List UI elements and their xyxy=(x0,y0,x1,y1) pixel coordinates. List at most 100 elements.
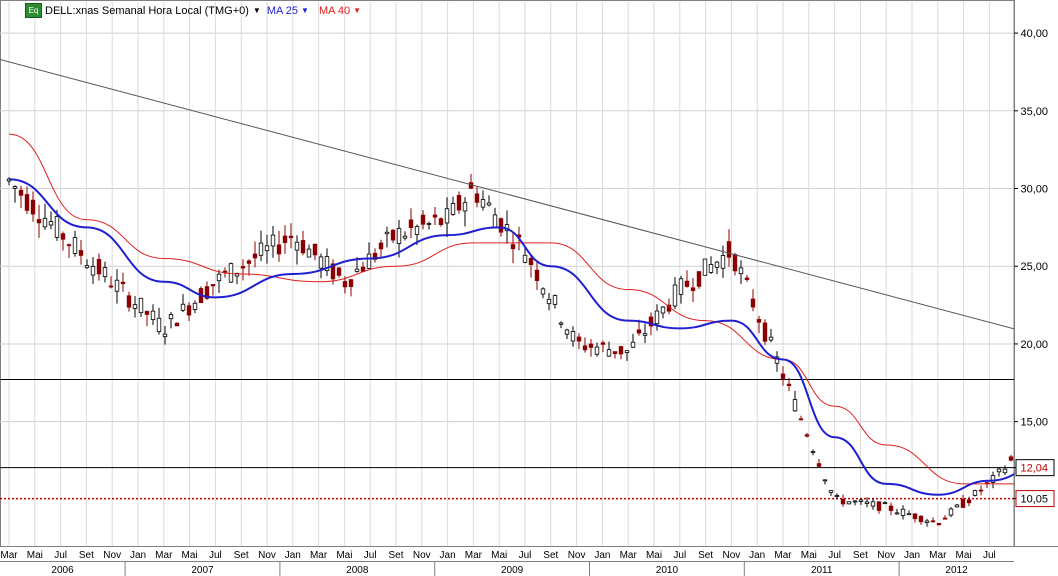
candle-body xyxy=(210,284,216,287)
candle-body xyxy=(246,260,252,264)
candle-body xyxy=(240,266,246,269)
candle-body xyxy=(492,214,498,229)
candle-body xyxy=(630,341,636,348)
month-label: Mai xyxy=(182,550,198,561)
candle-body xyxy=(918,515,924,523)
candle-body xyxy=(828,490,834,493)
candle-body xyxy=(228,263,234,283)
candle-body xyxy=(312,243,318,256)
candle-body xyxy=(102,267,108,278)
candle-body xyxy=(654,310,660,325)
month-label: Set xyxy=(234,550,249,561)
year-label: 2006 xyxy=(51,565,74,576)
candle-body xyxy=(660,306,666,314)
candle-body xyxy=(486,202,492,206)
chart-header: Eq DELL:xnas Semanal Hora Local (TMG+0) … xyxy=(25,3,361,18)
candle-body xyxy=(924,520,930,523)
candle-body xyxy=(774,356,780,364)
month-label: Mai xyxy=(491,550,507,561)
price-tag-box xyxy=(1015,490,1055,508)
month-label: Jan xyxy=(285,550,301,561)
candle-body xyxy=(1008,456,1014,461)
candle-body xyxy=(570,331,576,342)
axis-tick-label: 10,05 xyxy=(1020,494,1048,506)
candle-body xyxy=(480,199,486,208)
year-label: 2011 xyxy=(811,565,833,576)
candle-body xyxy=(930,520,936,523)
symbol-dropdown-icon[interactable]: ▼ xyxy=(252,6,261,15)
candle-body xyxy=(384,231,390,235)
candle-body xyxy=(474,193,480,203)
month-label: Mar xyxy=(465,550,483,561)
axis-tick-label: 25,00 xyxy=(1020,261,1048,273)
axis-background xyxy=(1014,0,1058,546)
month-label: Jul xyxy=(209,550,222,561)
candle-body xyxy=(510,244,516,250)
axis-tick-label: 12,04 xyxy=(1020,463,1048,475)
candle-body xyxy=(306,248,312,258)
candle-body xyxy=(138,297,144,314)
year-label: 2012 xyxy=(945,565,968,576)
candle-body xyxy=(48,221,54,226)
ma40-line xyxy=(8,133,1058,485)
axis-tick-label: 30,00 xyxy=(1020,184,1048,196)
candle-body xyxy=(96,258,102,275)
candle-body xyxy=(150,310,156,320)
candle-body xyxy=(528,258,534,265)
month-label: Jul xyxy=(983,550,996,561)
candle-body xyxy=(876,501,882,511)
symbol-label[interactable]: DELL:xnas Semanal Hora Local (TMG+0) xyxy=(45,4,249,17)
candle-body xyxy=(684,280,690,287)
month-label: Mar xyxy=(929,550,947,561)
month-label: Nov xyxy=(723,550,741,561)
ma25-dropdown-icon[interactable]: ▼ xyxy=(301,6,309,15)
candle-body xyxy=(276,244,282,255)
month-label: Mai xyxy=(646,550,662,561)
candle-body xyxy=(942,517,948,520)
month-label: Mai xyxy=(956,550,972,561)
candle-body xyxy=(144,311,150,315)
candle-body xyxy=(906,513,912,516)
candle-body xyxy=(204,286,210,299)
month-label: Nov xyxy=(413,550,431,561)
candle-body xyxy=(12,186,18,189)
month-label: Mar xyxy=(0,550,18,561)
candle-body xyxy=(324,256,330,271)
candle-body xyxy=(336,267,342,276)
candle-body xyxy=(54,216,60,238)
candle-body xyxy=(564,329,570,335)
candle-body xyxy=(978,489,984,492)
candle-body xyxy=(18,189,24,196)
candle-body xyxy=(600,342,606,345)
candle-body xyxy=(372,252,378,260)
candle-body xyxy=(804,434,810,437)
candle-body xyxy=(852,500,858,503)
candle-body xyxy=(996,468,1002,473)
candle-body xyxy=(438,218,444,225)
candle-body xyxy=(720,255,726,269)
candle-body xyxy=(642,333,648,336)
candle-body xyxy=(348,279,354,287)
candle-body xyxy=(846,501,852,505)
trendline-group xyxy=(0,59,1058,342)
candle-body xyxy=(780,373,786,379)
candle-body xyxy=(342,281,348,288)
candle-body xyxy=(432,214,438,218)
month-label: Mar xyxy=(620,550,638,561)
candle-body xyxy=(738,267,744,275)
candle-body xyxy=(270,234,276,247)
candle-body xyxy=(558,322,564,325)
axis-tick-label: 20,00 xyxy=(1020,339,1048,351)
ma25-label[interactable]: MA 25 xyxy=(266,4,299,17)
candle-body xyxy=(948,508,954,516)
candle-body xyxy=(234,272,240,277)
candle-body xyxy=(360,266,366,272)
ma40-dropdown-icon[interactable]: ▼ xyxy=(353,6,362,15)
candle-body xyxy=(456,195,462,211)
candle-body xyxy=(714,261,720,268)
candle-body xyxy=(540,288,546,295)
candle-body xyxy=(36,219,42,224)
ma40-label[interactable]: MA 40 xyxy=(318,4,351,17)
candle-body xyxy=(378,242,384,250)
